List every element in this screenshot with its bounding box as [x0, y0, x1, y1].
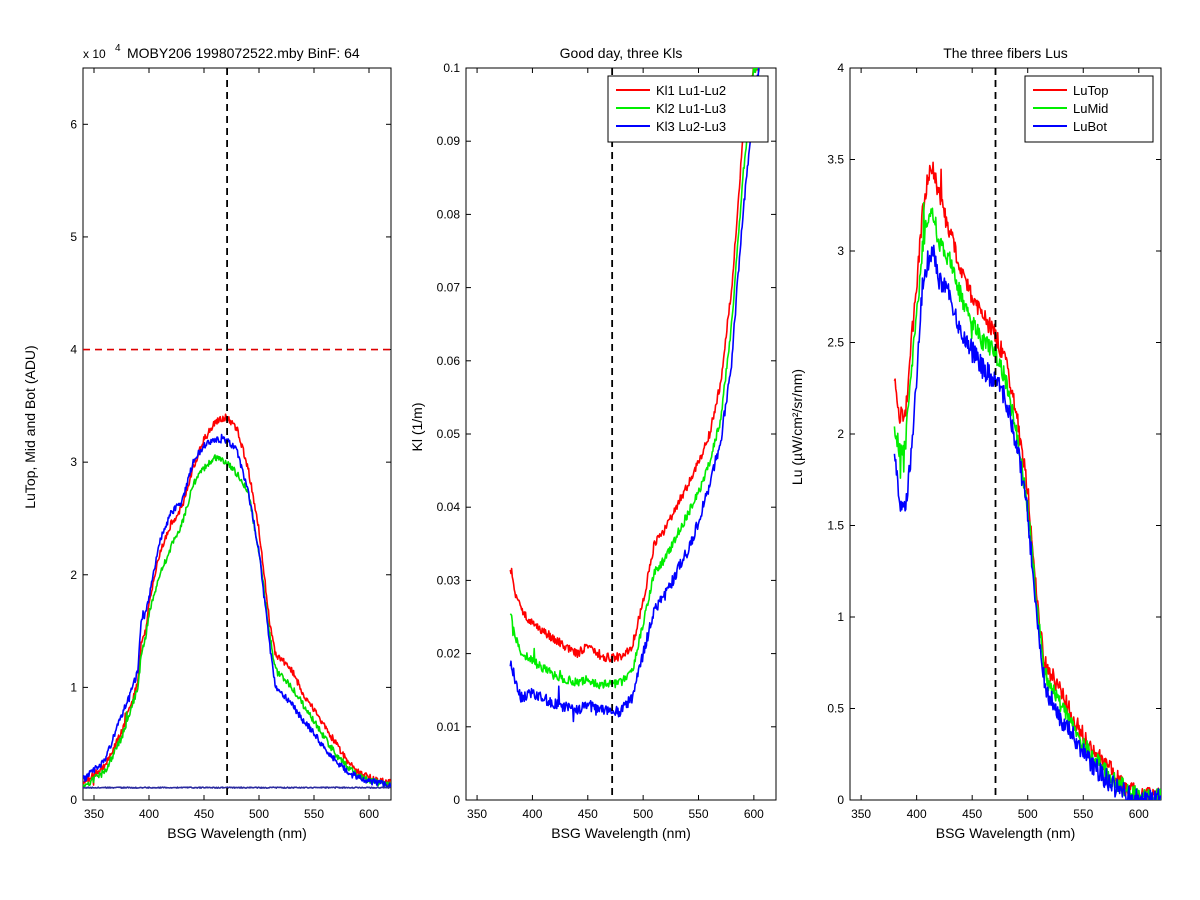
series-line-2 — [509, 68, 760, 690]
x-tick-label: 550 — [688, 807, 708, 821]
subplot-2: 350 400 450 500 550 600 0 0.01 0.02 0.03 0.04 0.05 0… — [409, 45, 777, 841]
y-tick-label: 4 — [70, 343, 77, 357]
axes-box — [849, 67, 1162, 801]
x-tick-label: 550 — [1073, 807, 1093, 821]
y-tick-label: 3.5 — [827, 153, 844, 167]
legend-entry: Kl1 Lu1-Lu2 — [656, 83, 726, 98]
plot-area — [83, 68, 391, 800]
x-tick-label: 500 — [633, 807, 653, 821]
x-tick-label: 400 — [522, 807, 542, 821]
y-tick-label: 3 — [70, 455, 77, 469]
x-axis-label: BSG Wavelength (nm) — [167, 825, 307, 841]
y-tick-label: 6 — [70, 117, 77, 131]
y-tick-label: 4 — [837, 61, 844, 75]
y-tick-label: 0.1 — [443, 61, 460, 75]
y-tick-label: 0.01 — [437, 720, 461, 734]
legend-entry: Kl3 Lu2-Lu3 — [656, 119, 726, 134]
series-line-3 — [893, 244, 1161, 800]
y-tick-label: 0.02 — [437, 647, 461, 661]
y-tick-label: 0.04 — [437, 500, 461, 514]
x-tick-label: 600 — [744, 807, 764, 821]
exponent-label: x 10 — [83, 47, 106, 61]
x-tick-label: 500 — [1018, 807, 1038, 821]
y-tick-label: 0.09 — [437, 134, 461, 148]
y-tick-label: 1 — [70, 680, 77, 694]
y-tick-label: 1.5 — [827, 519, 844, 533]
legend: LuTop LuMid LuBot — [1024, 75, 1154, 143]
x-tick-label: 550 — [304, 807, 324, 821]
y-tick-label: 0.07 — [437, 281, 461, 295]
subplot-3: 350 400 450 500 550 600 0 0.5 1 1.5 2 2.5 3 3.5 4 The t… — [789, 45, 1162, 841]
plot-area — [509, 68, 760, 800]
y-tick-label: 0 — [453, 793, 460, 807]
y-tick-label: 0.06 — [437, 354, 461, 368]
legend-entry: Kl2 Lu1-Lu3 — [656, 101, 726, 116]
x-tick-label: 450 — [578, 807, 598, 821]
y-tick-label: 2 — [70, 568, 77, 582]
series-line-3 — [509, 68, 760, 723]
chart-title: MOBY206 1998072522.mby BinF: 64 — [127, 45, 360, 61]
x-tick-label: 450 — [194, 807, 214, 821]
plot-area — [893, 68, 1161, 800]
chart-title: Good day, three Kls — [560, 45, 683, 61]
axes-box — [82, 67, 392, 801]
y-axis-label: LuTop, Mid and Bot (ADU) — [22, 345, 38, 508]
y-tick-label: 0 — [837, 793, 844, 807]
series-line-2 — [83, 454, 391, 789]
series-line-4 — [83, 786, 391, 789]
y-tick-label: 0.08 — [437, 207, 461, 221]
y-tick-label: 0 — [70, 793, 77, 807]
legend-entry: LuTop — [1073, 83, 1108, 98]
x-tick-label: 400 — [139, 807, 159, 821]
y-tick-label: 0.03 — [437, 573, 461, 587]
y-tick-label: 5 — [70, 230, 77, 244]
series-line-3 — [83, 433, 391, 789]
y-tick-label: 1 — [837, 610, 844, 624]
legend-entry: LuMid — [1073, 101, 1108, 116]
x-tick-label: 400 — [907, 807, 927, 821]
x-tick-label: 350 — [84, 807, 104, 821]
x-axis-label: BSG Wavelength (nm) — [551, 825, 691, 841]
x-tick-label: 350 — [467, 807, 487, 821]
chart-title: The three fibers Lus — [943, 45, 1068, 61]
y-tick-label: 2.5 — [827, 336, 844, 350]
x-axis-label: BSG Wavelength (nm) — [936, 825, 1076, 841]
x-tick-label: 500 — [249, 807, 269, 821]
exponent-power: 4 — [115, 43, 121, 54]
axes-box — [465, 67, 777, 801]
y-tick-label: 0.05 — [437, 427, 461, 441]
x-tick-label: 600 — [1129, 807, 1149, 821]
x-tick-label: 450 — [962, 807, 982, 821]
x-tick-label: 600 — [359, 807, 379, 821]
y-axis-label: Kl (1/m) — [409, 403, 425, 452]
y-tick-label: 0.5 — [827, 702, 844, 716]
legend: Kl1 Lu1-Lu2 Kl2 Lu1-Lu3 Kl3 Lu2-Lu3 — [607, 75, 769, 143]
series-line-1 — [509, 68, 760, 663]
series-line-1 — [83, 413, 391, 787]
y-tick-label: 2 — [837, 427, 844, 441]
x-tick-label: 350 — [851, 807, 871, 821]
y-tick-label: 3 — [837, 244, 844, 258]
subplot-1: 350 400 450 500 550 600 0 1 2 3 4 5 6 MOBY206 1998072… — [22, 43, 392, 841]
legend-entry: LuBot — [1073, 119, 1107, 134]
y-axis-label: Lu (µW/cm²/sr/nm) — [789, 369, 805, 485]
